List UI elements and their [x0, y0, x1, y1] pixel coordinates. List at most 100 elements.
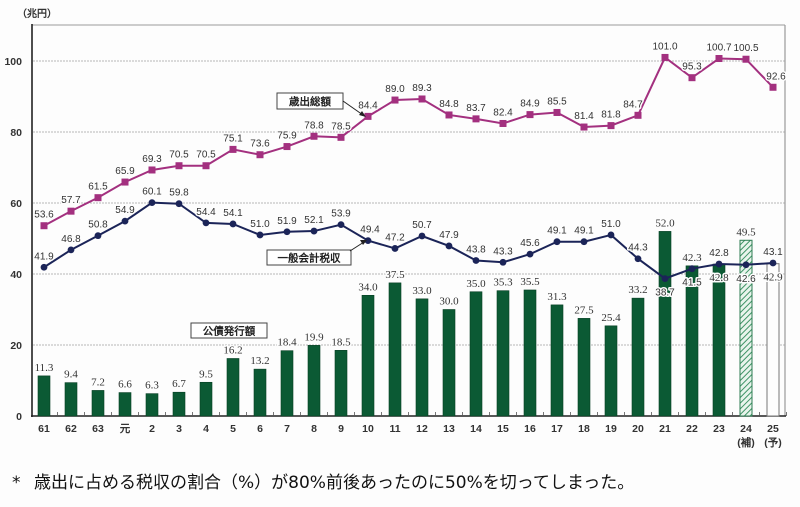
bond-label: 42.9	[763, 272, 783, 284]
x-tick-label: 15	[497, 423, 509, 435]
expenditure-point	[68, 208, 75, 215]
tax-revenue-point	[554, 238, 561, 245]
tax-revenue-point	[635, 255, 642, 262]
y-axis-unit-label: （兆円）	[17, 7, 57, 20]
bond-bar	[632, 298, 644, 416]
bond-label: 35.0	[466, 278, 486, 290]
tax-revenue-label: 42.8	[709, 248, 729, 259]
expenditure-point	[41, 222, 48, 229]
x-tick-label: 21	[659, 423, 671, 435]
bond-bar	[173, 392, 185, 416]
bond-label: 37.5	[385, 269, 405, 281]
bond-label: 19.9	[304, 331, 324, 343]
tax-revenue-label: 54.4	[196, 207, 216, 218]
tax-revenue-point	[68, 246, 75, 253]
y-tick-label: 100	[4, 56, 22, 68]
expenditure-label: 73.6	[250, 139, 270, 150]
bond-bar	[416, 299, 428, 416]
tax-revenue-label: 49.1	[574, 226, 594, 237]
expenditure-label: 101.0	[652, 41, 677, 52]
bond-label: 49.5	[736, 226, 756, 238]
bond-bar	[65, 383, 77, 416]
tax-revenue-point	[176, 200, 183, 207]
expenditure-label: 81.4	[574, 111, 594, 122]
expenditure-point	[284, 143, 291, 150]
tax-revenue-label: 59.8	[169, 188, 189, 199]
legend-tax-arrow	[350, 242, 364, 251]
tax-revenue-label: 41.5	[682, 278, 702, 289]
tax-revenue-label: 54.9	[115, 205, 135, 216]
expenditure-point	[338, 134, 345, 141]
legend-tax-revenue: 一般会計税収	[267, 240, 367, 265]
x-tick-label: 23	[713, 423, 725, 435]
expenditure-label: 78.5	[331, 121, 351, 132]
bond-bar	[227, 358, 239, 416]
x-tick-label: 3	[176, 423, 182, 435]
expenditure-point	[446, 111, 453, 118]
bond-bar	[281, 351, 293, 416]
bond-bar	[362, 295, 374, 416]
x-tick-label: 6	[257, 423, 263, 435]
footnote-marker: *	[12, 473, 34, 493]
tax-revenue-label: 47.9	[439, 230, 459, 241]
expenditure-label: 89.3	[412, 83, 432, 94]
tax-revenue-label: 52.1	[304, 215, 324, 226]
x-tick-label: 24	[740, 423, 752, 435]
tax-revenue-point	[419, 233, 426, 240]
tax-revenue-point	[473, 257, 480, 264]
tax-revenue-point	[149, 199, 156, 206]
expenditure-label: 85.5	[547, 96, 567, 107]
gridlines	[33, 61, 785, 345]
bond-bar	[146, 394, 158, 416]
bond-label: 18.5	[331, 336, 351, 348]
expenditure-label: 81.8	[601, 110, 621, 121]
bond-label: 9.5	[199, 368, 213, 380]
expenditure-label: 92.6	[766, 71, 786, 82]
data-labels: 53.657.761.565.969.370.570.575.173.675.9…	[34, 41, 786, 391]
tax-revenue-point	[122, 218, 129, 225]
tax-revenue-label: 49.4	[360, 225, 380, 236]
expenditure-point	[608, 122, 615, 129]
expenditure-label: 57.7	[61, 195, 81, 206]
tax-revenue-label: 51.0	[250, 219, 270, 230]
bond-bar	[254, 369, 266, 416]
tax-revenue-label: 51.0	[601, 219, 621, 230]
expenditure-label: 100.5	[733, 43, 758, 54]
bond-bar	[308, 345, 320, 416]
bond-bar	[443, 310, 455, 417]
tax-revenue-label: 41.9	[34, 251, 54, 262]
tax-revenue-label: 60.1	[142, 187, 162, 198]
x-tick-label: 18	[578, 423, 590, 435]
y-tick-label: 80	[10, 127, 22, 139]
tax-revenue-point	[203, 219, 210, 226]
expenditure-label: 82.4	[493, 107, 513, 118]
expenditure-label: 84.8	[439, 99, 459, 110]
expenditure-label: 84.7	[623, 99, 643, 110]
footnote: *歳出に占める税収の割合（%）が80%前後あったのに50%を切ってしまった。	[12, 468, 634, 493]
expenditure-label: 53.6	[34, 210, 54, 221]
x-tick-label: 2	[149, 423, 155, 435]
expenditure-label: 84.9	[520, 99, 540, 110]
expenditure-label: 95.3	[682, 62, 702, 73]
x-tick-labels: 616263元234567891011121314151617181920212…	[38, 412, 786, 449]
x-tick-label: 19	[605, 423, 617, 435]
tax-revenue-point	[311, 228, 318, 235]
tax-revenue-label: 43.3	[493, 246, 513, 257]
expenditure-label: 75.9	[277, 131, 297, 142]
expenditure-point	[689, 74, 696, 81]
x-tick-label: 4	[203, 423, 209, 435]
tax-revenue-label: 50.8	[88, 220, 108, 231]
bond-label: 42.3	[682, 252, 702, 264]
tax-revenue-label: 44.3	[628, 243, 648, 254]
tax-revenue-label: 47.2	[385, 232, 405, 243]
expenditure-point	[500, 120, 507, 127]
expenditure-point	[635, 112, 642, 119]
tax-revenue-label: 43.8	[466, 245, 486, 256]
bond-bar	[605, 326, 617, 416]
bond-bar	[713, 264, 725, 416]
x-tick-sublabel: (予)	[764, 436, 782, 449]
x-tick-label: 5	[230, 423, 236, 435]
expenditure-label: 70.5	[196, 150, 216, 161]
tax-revenue-label: 43.1	[763, 247, 783, 258]
expenditure-point	[230, 146, 237, 153]
